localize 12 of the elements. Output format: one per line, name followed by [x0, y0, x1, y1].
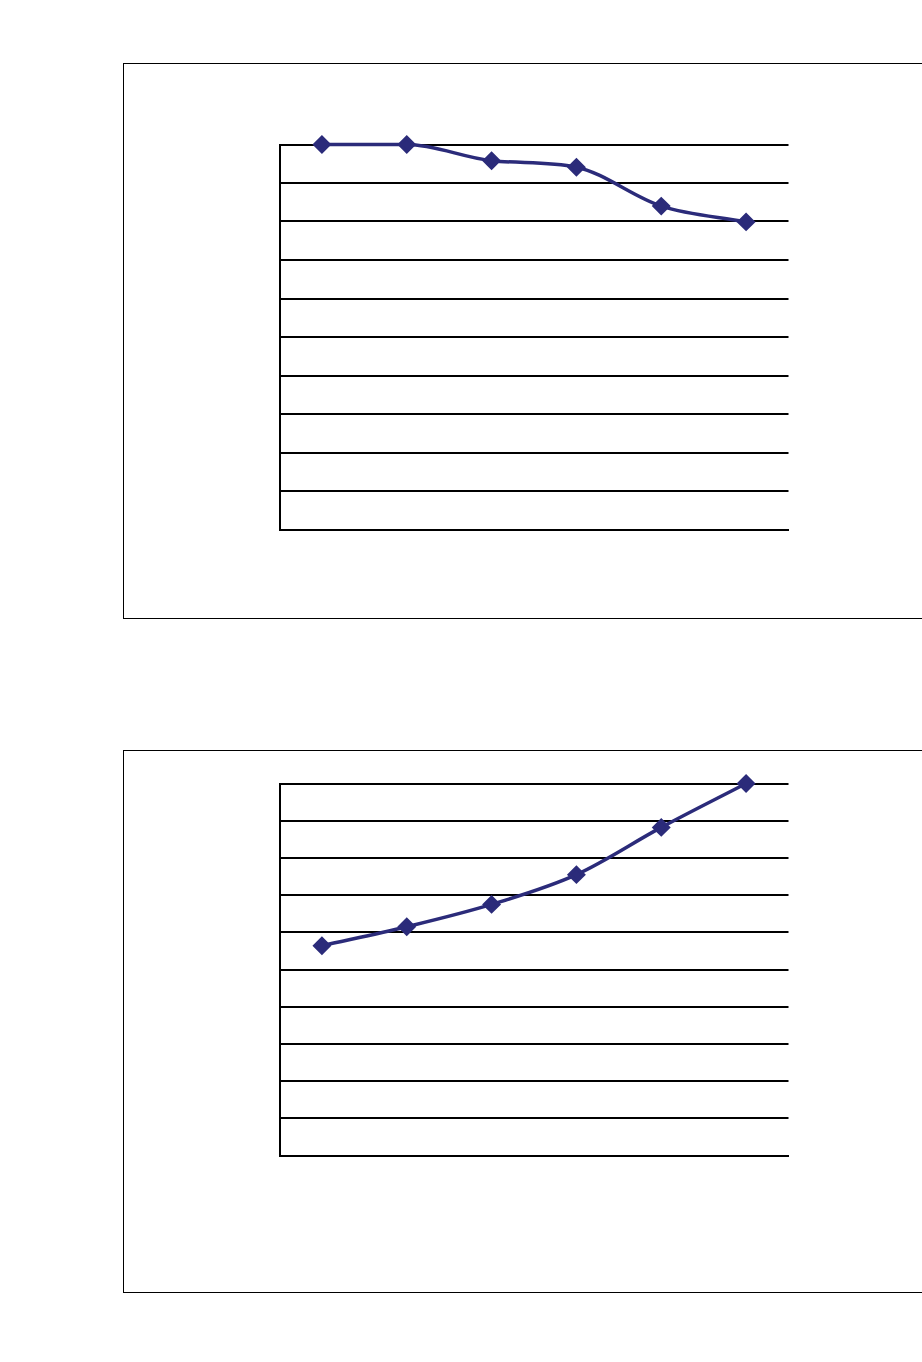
point: [313, 135, 331, 154]
point: [482, 895, 501, 914]
point: [398, 917, 416, 936]
point: [567, 158, 586, 176]
point: [313, 936, 331, 955]
point: [652, 818, 670, 837]
point: [482, 151, 501, 170]
point: [737, 774, 755, 793]
point: [652, 197, 670, 215]
point: [737, 213, 755, 231]
point: [398, 135, 416, 154]
point: [567, 865, 586, 884]
